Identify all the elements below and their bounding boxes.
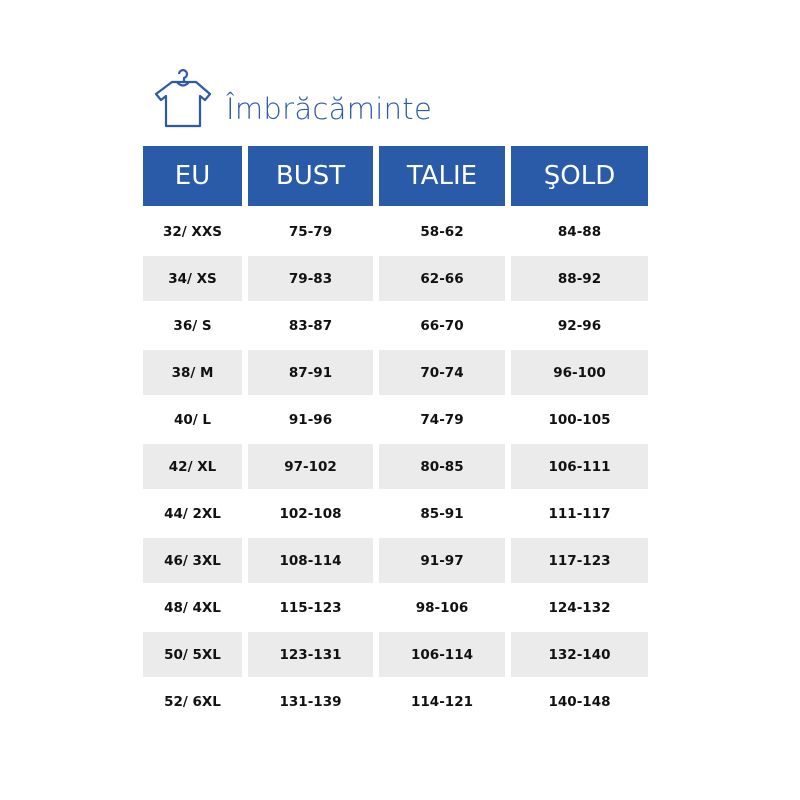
size-chart-table: EU BUST TALIE ŞOLD 32/ XXS 75-79 58-62 84-8… [137, 146, 654, 725]
cell-eu: 36/ S [143, 302, 242, 349]
cell-bust: 115-123 [248, 584, 373, 631]
cell-eu: 34/ XS [143, 255, 242, 302]
table-row: 36/ S 83-87 66-70 92-96 [143, 302, 648, 349]
cell-eu: 42/ XL [143, 443, 242, 490]
cell-talie: 70-74 [379, 349, 505, 396]
page-title: Îmbrăcăminte [150, 60, 432, 128]
tshirt-hanger-icon [154, 69, 212, 128]
header-bust: BUST [248, 146, 373, 208]
cell-eu: 50/ 5XL [143, 631, 242, 678]
header-talie: TALIE [379, 146, 505, 208]
table-row: 32/ XXS 75-79 58-62 84-88 [143, 208, 648, 255]
cell-eu: 52/ 6XL [143, 678, 242, 725]
cell-sold: 106-111 [511, 443, 648, 490]
table-row: 34/ XS 79-83 62-66 88-92 [143, 255, 648, 302]
cell-sold: 117-123 [511, 537, 648, 584]
cell-bust: 131-139 [248, 678, 373, 725]
cell-talie: 98-106 [379, 584, 505, 631]
header-eu: EU [143, 146, 242, 208]
cell-bust: 83-87 [248, 302, 373, 349]
table-row: 38/ M 87-91 70-74 96-100 [143, 349, 648, 396]
cell-sold: 140-148 [511, 678, 648, 725]
cell-bust: 75-79 [248, 208, 373, 255]
table-row: 52/ 6XL 131-139 114-121 140-148 [143, 678, 648, 725]
cell-eu: 46/ 3XL [143, 537, 242, 584]
cell-talie: 85-91 [379, 490, 505, 537]
cell-eu: 38/ M [143, 349, 242, 396]
cell-bust: 102-108 [248, 490, 373, 537]
table-row: 42/ XL 97-102 80-85 106-111 [143, 443, 648, 490]
cell-eu: 40/ L [143, 396, 242, 443]
cell-talie: 91-97 [379, 537, 505, 584]
cell-sold: 92-96 [511, 302, 648, 349]
table-row: 46/ 3XL 108-114 91-97 117-123 [143, 537, 648, 584]
cell-bust: 123-131 [248, 631, 373, 678]
cell-talie: 106-114 [379, 631, 505, 678]
cell-sold: 100-105 [511, 396, 648, 443]
cell-eu: 32/ XXS [143, 208, 242, 255]
cell-talie: 62-66 [379, 255, 505, 302]
table-row: 40/ L 91-96 74-79 100-105 [143, 396, 648, 443]
cell-bust: 87-91 [248, 349, 373, 396]
cell-bust: 79-83 [248, 255, 373, 302]
cell-sold: 84-88 [511, 208, 648, 255]
header-sold: ŞOLD [511, 146, 648, 208]
cell-eu: 44/ 2XL [143, 490, 242, 537]
cell-sold: 96-100 [511, 349, 648, 396]
title-text: Îmbrăcăminte [226, 92, 433, 126]
cell-talie: 114-121 [379, 678, 505, 725]
cell-sold: 132-140 [511, 631, 648, 678]
table-row: 50/ 5XL 123-131 106-114 132-140 [143, 631, 648, 678]
cell-bust: 91-96 [248, 396, 373, 443]
cell-talie: 74-79 [379, 396, 505, 443]
header-row: EU BUST TALIE ŞOLD [143, 146, 648, 208]
cell-bust: 97-102 [248, 443, 373, 490]
cell-sold: 111-117 [511, 490, 648, 537]
cell-talie: 80-85 [379, 443, 505, 490]
cell-eu: 48/ 4XL [143, 584, 242, 631]
cell-talie: 66-70 [379, 302, 505, 349]
table-row: 48/ 4XL 115-123 98-106 124-132 [143, 584, 648, 631]
cell-sold: 88-92 [511, 255, 648, 302]
table-row: 44/ 2XL 102-108 85-91 111-117 [143, 490, 648, 537]
cell-sold: 124-132 [511, 584, 648, 631]
cell-talie: 58-62 [379, 208, 505, 255]
cell-bust: 108-114 [248, 537, 373, 584]
